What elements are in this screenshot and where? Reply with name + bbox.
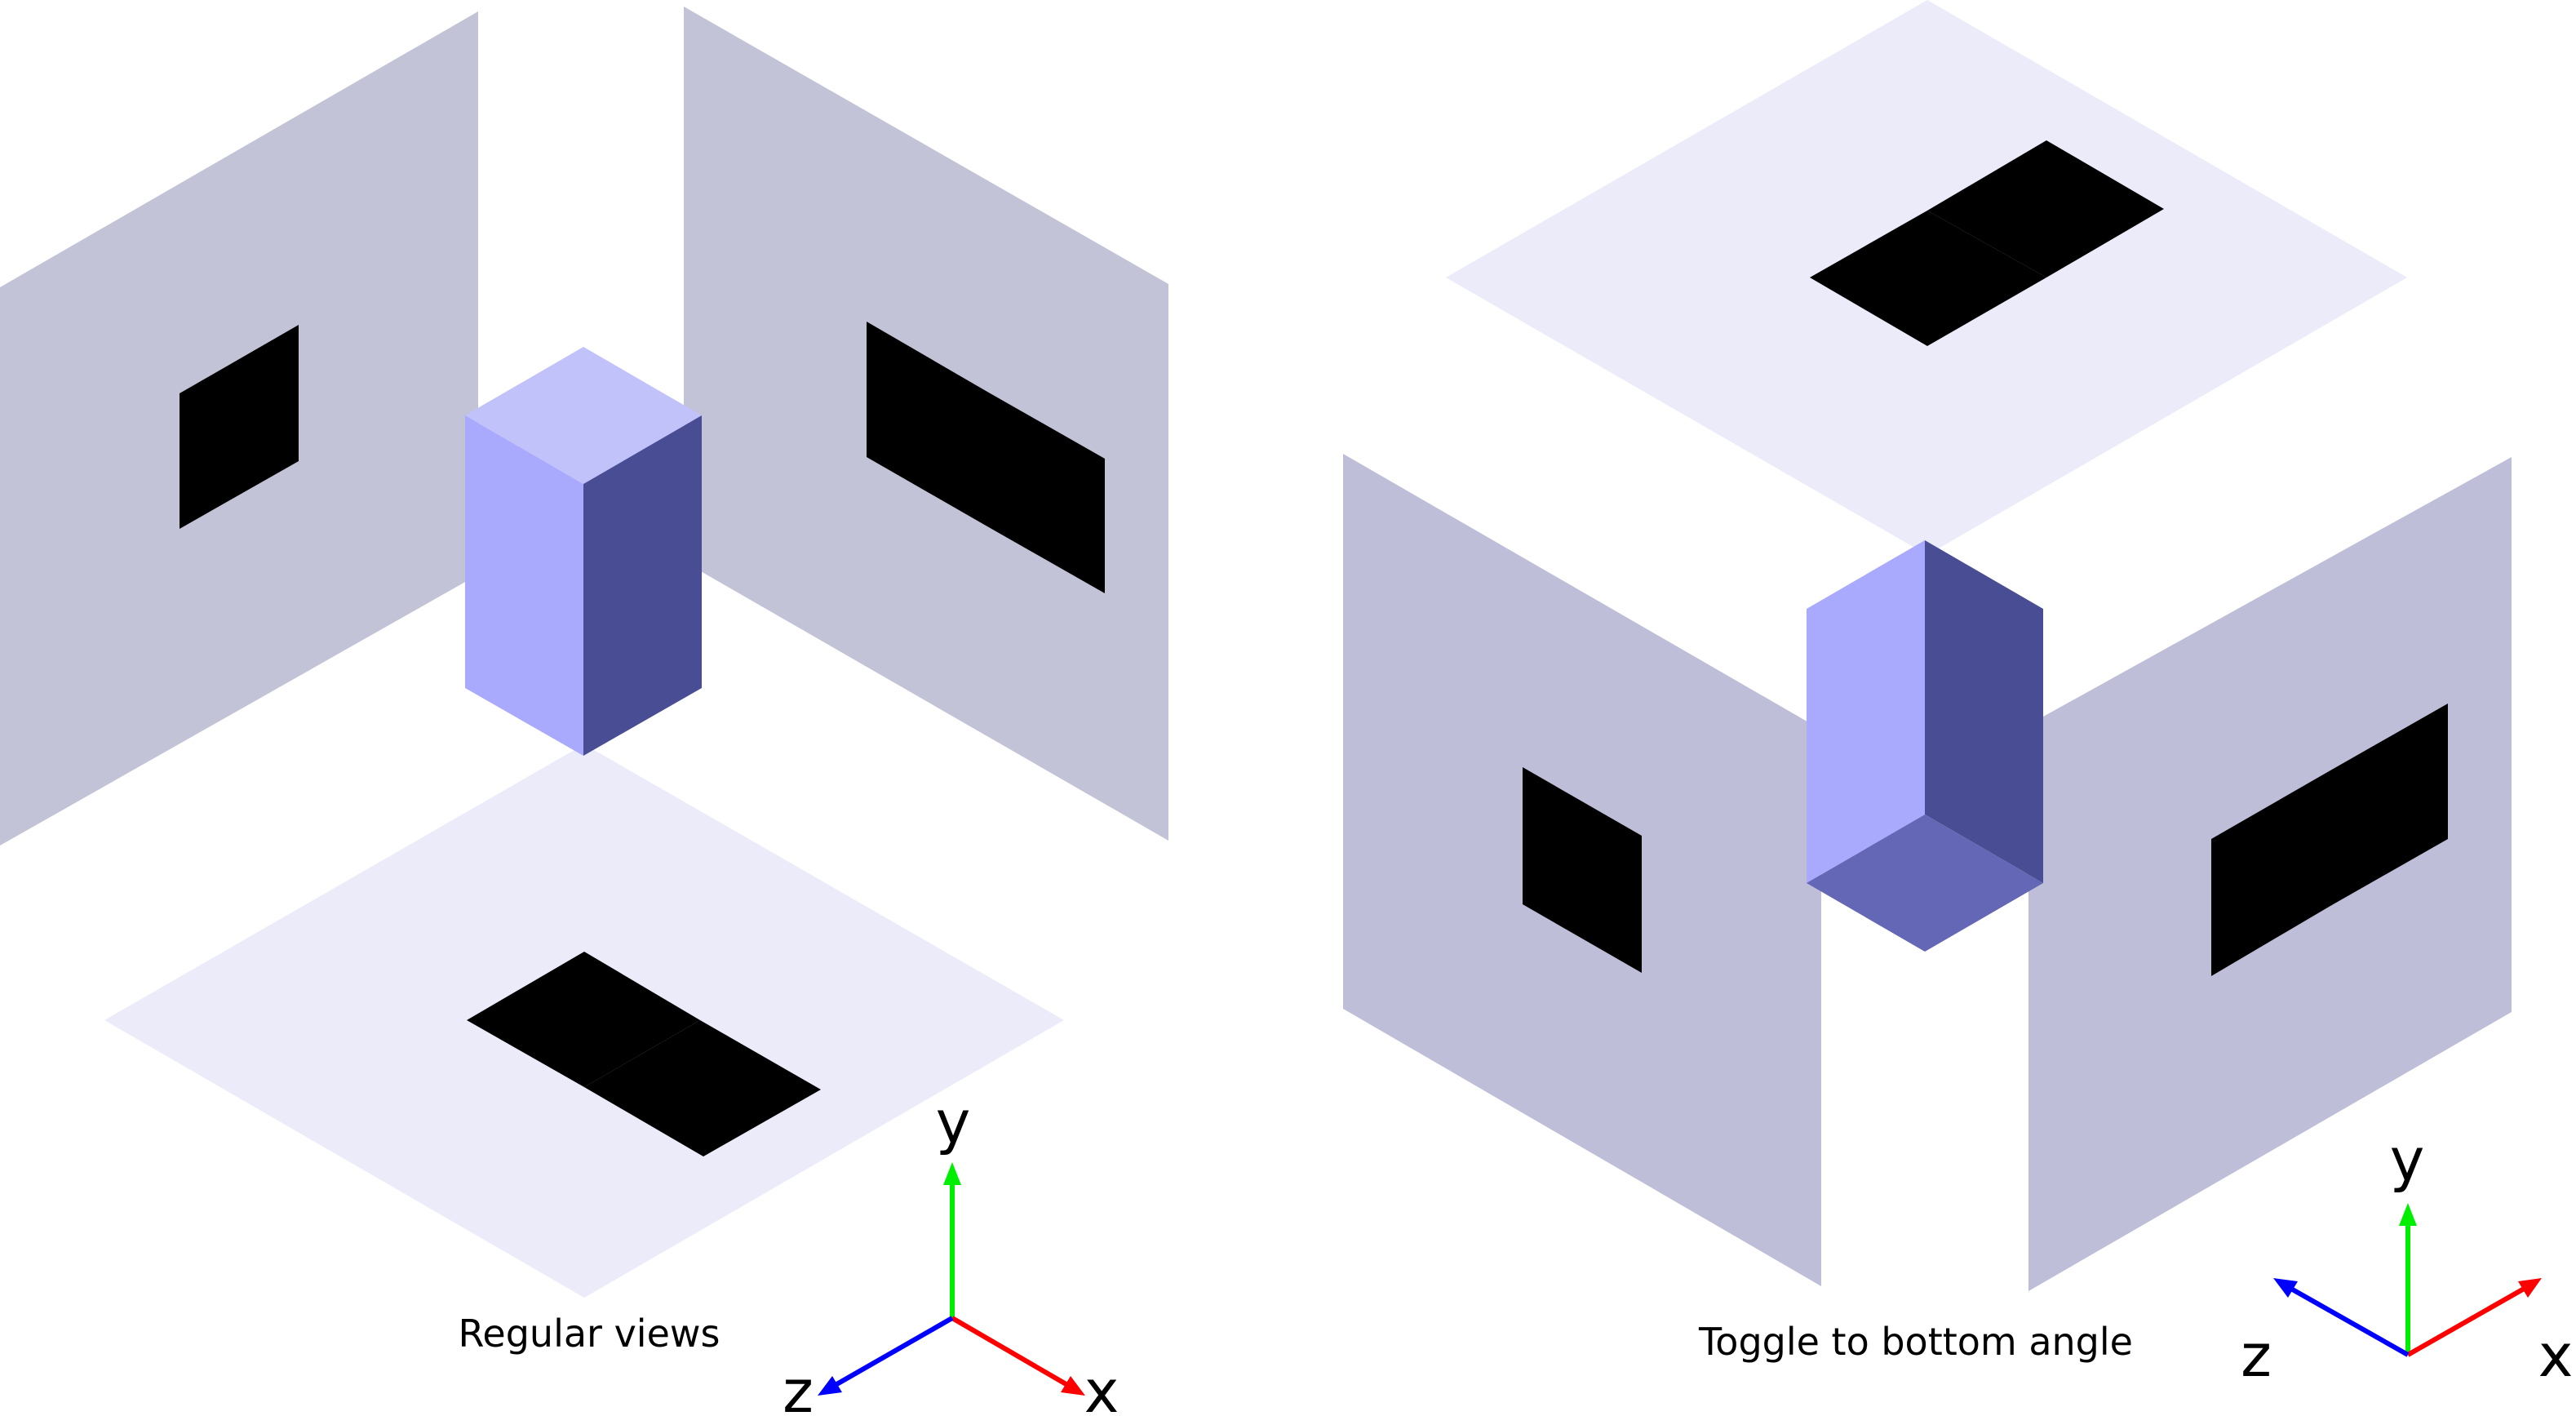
z-axis-label-bottom: z — [2241, 1321, 2272, 1390]
right-wall-shadow-bottom-1 — [2211, 770, 2330, 976]
axis-gizmo-right: y x z — [2241, 1125, 2573, 1390]
panel-bottom-angle: Toggle to bottom angle y x z — [1343, 0, 2573, 1390]
x-axis-arrowhead — [1061, 1376, 1085, 1396]
caption-regular-views: Regular views — [459, 1312, 720, 1356]
z-axis-arrow-bottom — [2288, 1285, 2410, 1357]
top-plane-shadow-2 — [1927, 140, 2164, 277]
x-axis-arrowhead-bottom — [2518, 1278, 2542, 1298]
box-right-face-bottom — [1925, 540, 2043, 883]
right-wall-shadow-1 — [867, 322, 987, 526]
z-axis-label: z — [783, 1357, 814, 1416]
box-left-face — [465, 415, 583, 756]
top-plane-shadow-1 — [1810, 211, 2046, 346]
z-axis-arrowhead-bottom — [2273, 1278, 2298, 1298]
box-right-face — [583, 415, 702, 756]
y-axis-arrowhead-bottom — [2399, 1203, 2417, 1226]
y-axis-arrowhead — [943, 1162, 961, 1185]
floor-shadow-1 — [467, 952, 700, 1087]
x-axis-label-bottom: x — [2538, 1321, 2574, 1390]
z-axis-arrow — [832, 1316, 954, 1388]
x-axis-label: x — [1084, 1357, 1120, 1416]
floor-shadow-2 — [584, 1020, 821, 1156]
y-axis-label: y — [936, 1088, 971, 1156]
panel-regular-views: Regular views y x z — [0, 7, 1168, 1416]
axis-gizmo-left: y x z — [783, 1088, 1119, 1416]
x-axis-arrow — [951, 1316, 1071, 1388]
left-wall-shadow — [180, 325, 299, 529]
box-left-face-bottom — [1807, 540, 1925, 883]
left-wall-shadow-bottom — [1523, 767, 1642, 973]
box-bottom-face — [1807, 815, 2043, 952]
z-axis-arrowhead — [818, 1376, 842, 1396]
right-wall-shadow-2 — [987, 392, 1105, 593]
right-wall-shadow-bottom-2 — [2330, 704, 2448, 906]
caption-bottom-angle: Toggle to bottom angle — [1698, 1320, 2133, 1364]
x-axis-arrow-bottom — [2406, 1285, 2527, 1357]
y-axis-label-bottom: y — [2390, 1125, 2425, 1194]
